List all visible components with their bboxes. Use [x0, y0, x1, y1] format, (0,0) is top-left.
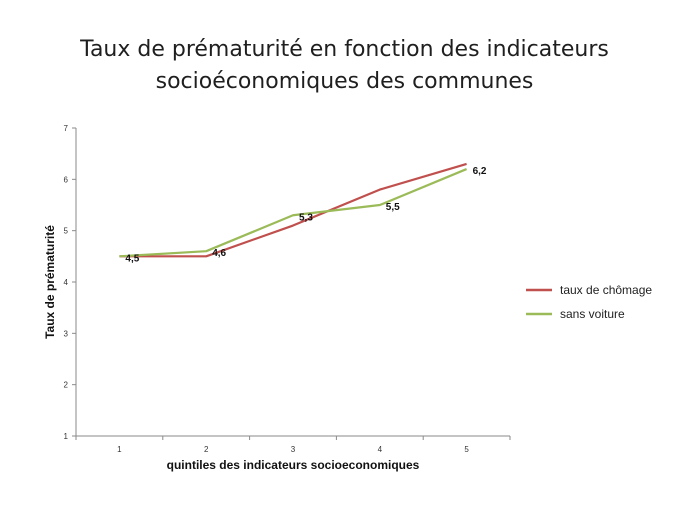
data-label: 4,5 [125, 253, 139, 264]
chart-legend: taux de chômage sans voiture [526, 283, 652, 321]
x-tick-label: 4 [378, 445, 383, 454]
x-tick-label: 3 [291, 445, 296, 454]
y-tick-label: 5 [64, 227, 69, 236]
chart-title-line1: Taux de prématurité en fonction des indi… [80, 37, 609, 62]
series-line-1 [119, 162, 467, 258]
chart-data-labels: 4,5 4,6 5,3 5,5 6,2 [125, 166, 487, 264]
x-tick-label: 2 [204, 445, 209, 454]
y-tick-label: 7 [64, 124, 69, 133]
data-label: 4,6 [212, 248, 226, 259]
y-tick-label: 3 [64, 329, 69, 338]
legend-label-2: sans voiture [560, 307, 625, 321]
y-tick-label: 2 [64, 381, 69, 390]
chart-title-line2: socioéconomiques des communes [155, 69, 534, 94]
data-label: 5,5 [386, 202, 400, 213]
data-label: 5,3 [299, 212, 313, 223]
y-axis-title: Taux de prématurité [43, 225, 57, 339]
y-tick-label: 6 [64, 175, 69, 184]
y-tick-label: 1 [64, 432, 69, 441]
chart-series [119, 162, 468, 258]
series-line-2 [119, 168, 468, 258]
x-tick-label: 1 [117, 445, 122, 454]
y-tick-label: 4 [64, 278, 69, 287]
legend-label-1: taux de chômage [560, 283, 652, 297]
chart-title: Taux de prématurité en fonction des indi… [0, 34, 689, 98]
data-label: 6,2 [473, 166, 487, 177]
chart-axes: 1 2 3 4 5 6 7 1 2 3 4 5 [64, 124, 511, 454]
x-tick-label: 5 [464, 445, 469, 454]
x-axis-title: quintiles des indicateurs socioeconomiqu… [167, 458, 420, 472]
